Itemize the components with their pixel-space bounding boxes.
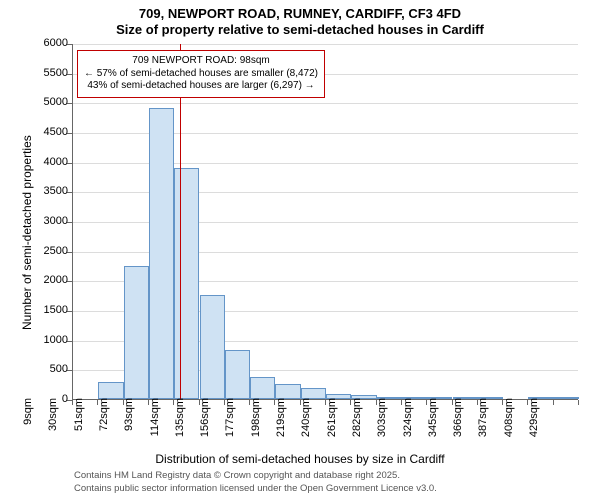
y-tick-label: 1500 <box>8 304 68 316</box>
annotation-line-3: 43% of semi-detached houses are larger (… <box>84 80 318 93</box>
y-tick-label: 4000 <box>8 156 68 168</box>
y-tick-label: 3000 <box>8 215 68 227</box>
x-tick-label: 303sqm <box>376 398 388 453</box>
y-tick-label: 2500 <box>8 245 68 257</box>
annotation-line-1: 709 NEWPORT ROAD: 98sqm <box>84 55 318 68</box>
x-tick-label: 114sqm <box>149 398 161 453</box>
histogram-bar <box>124 266 149 400</box>
x-tick-label: 282sqm <box>351 398 363 453</box>
x-tick-mark <box>578 400 579 405</box>
grid-line <box>73 44 578 45</box>
x-axis-label: Distribution of semi-detached houses by … <box>0 452 600 466</box>
x-tick-label: 93sqm <box>123 398 135 453</box>
histogram-bar <box>225 350 250 399</box>
x-tick-label: 30sqm <box>47 398 59 453</box>
y-tick-label: 3500 <box>8 185 68 197</box>
x-tick-label: 219sqm <box>275 398 287 453</box>
y-tick-label: 4500 <box>8 126 68 138</box>
histogram-bar <box>275 384 300 399</box>
x-tick-label: 324sqm <box>402 398 414 453</box>
x-tick-label: 135sqm <box>174 398 186 453</box>
footer-text-2: Contains public sector information licen… <box>74 483 437 494</box>
x-tick-label: 177sqm <box>224 398 236 453</box>
x-tick-label: 345sqm <box>427 398 439 453</box>
x-tick-label: 9sqm <box>22 398 34 453</box>
annotation-line-2: ← 57% of semi-detached houses are smalle… <box>84 68 318 81</box>
y-tick-label: 5000 <box>8 96 68 108</box>
chart-container: 709, NEWPORT ROAD, RUMNEY, CARDIFF, CF3 … <box>0 0 600 500</box>
x-tick-label: 240sqm <box>300 398 312 453</box>
y-tick-label: 6000 <box>8 37 68 49</box>
y-tick-label: 5500 <box>8 67 68 79</box>
histogram-bar <box>174 168 199 399</box>
y-tick-label: 0 <box>8 393 68 405</box>
chart-title-line-1: 709, NEWPORT ROAD, RUMNEY, CARDIFF, CF3 … <box>0 6 600 21</box>
y-tick-label: 2000 <box>8 274 68 286</box>
histogram-bar <box>98 382 123 399</box>
histogram-bar <box>200 295 225 399</box>
annotation-box: 709 NEWPORT ROAD: 98sqm← 57% of semi-det… <box>77 50 325 98</box>
y-tick-label: 500 <box>8 363 68 375</box>
x-tick-label: 156sqm <box>199 398 211 453</box>
x-tick-label: 408sqm <box>503 398 515 453</box>
y-tick-label: 1000 <box>8 334 68 346</box>
x-tick-label: 72sqm <box>98 398 110 453</box>
x-tick-mark <box>553 400 554 405</box>
x-tick-label: 429sqm <box>528 398 540 453</box>
x-tick-label: 366sqm <box>452 398 464 453</box>
histogram-bar <box>554 397 579 399</box>
histogram-bar <box>250 377 275 399</box>
x-tick-label: 51sqm <box>73 398 85 453</box>
chart-title-line-2: Size of property relative to semi-detach… <box>0 22 600 37</box>
x-tick-label: 387sqm <box>477 398 489 453</box>
x-tick-label: 198sqm <box>250 398 262 453</box>
footer-text-1: Contains HM Land Registry data © Crown c… <box>74 470 400 481</box>
chart-plot-area: 709 NEWPORT ROAD: 98sqm← 57% of semi-det… <box>72 44 578 400</box>
grid-line <box>73 103 578 104</box>
histogram-bar <box>149 108 174 399</box>
x-tick-label: 261sqm <box>326 398 338 453</box>
